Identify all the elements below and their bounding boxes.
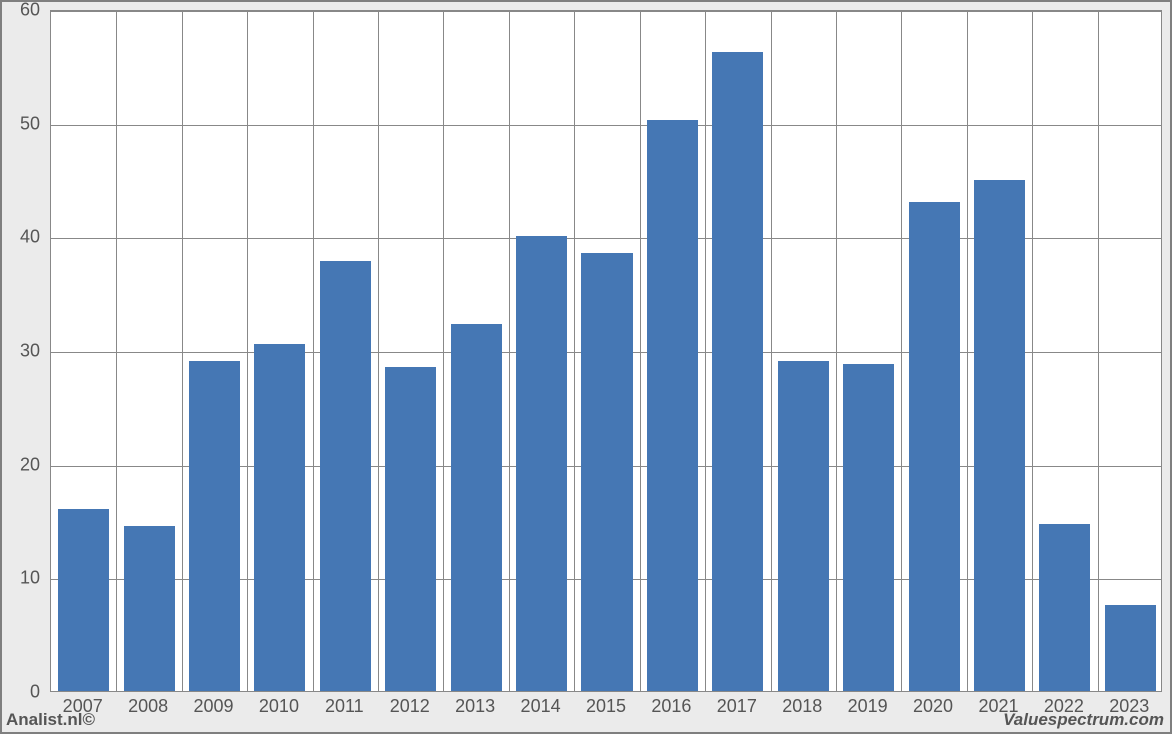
bar: [516, 236, 567, 691]
bar: [254, 344, 305, 691]
x-tick-label: 2017: [717, 696, 757, 717]
hgrid-line: [51, 125, 1161, 126]
bar: [1105, 605, 1156, 691]
y-tick-label: 20: [0, 454, 40, 475]
bar: [581, 253, 632, 691]
x-tick-label: 2013: [455, 696, 495, 717]
y-tick-label: 50: [0, 113, 40, 134]
plot-wrap: [50, 10, 1162, 692]
bar: [1039, 524, 1090, 691]
bar: [124, 526, 175, 691]
bar: [778, 361, 829, 691]
x-tick-label: 2020: [913, 696, 953, 717]
x-tick-label: 2015: [586, 696, 626, 717]
x-tick-label: 2010: [259, 696, 299, 717]
hgrid-line: [51, 11, 1161, 12]
bar: [843, 364, 894, 691]
y-tick-label: 60: [0, 0, 40, 21]
vgrid-line: [116, 11, 117, 691]
y-tick-label: 40: [0, 227, 40, 248]
vgrid-line: [313, 11, 314, 691]
plot-area: [50, 10, 1162, 692]
y-tick-label: 30: [0, 341, 40, 362]
bar: [909, 202, 960, 691]
vgrid-line: [836, 11, 837, 691]
bar: [189, 361, 240, 691]
x-tick-label: 2011: [325, 696, 364, 717]
y-tick-label: 0: [0, 682, 40, 703]
x-tick-label: 2014: [521, 696, 561, 717]
vgrid-line: [771, 11, 772, 691]
vgrid-line: [1032, 11, 1033, 691]
footer-left-credit: Analist.nl©: [6, 710, 95, 730]
vgrid-line: [705, 11, 706, 691]
vgrid-line: [901, 11, 902, 691]
bar: [451, 324, 502, 691]
vgrid-line: [182, 11, 183, 691]
footer-right-credit: Valuespectrum.com: [1003, 710, 1164, 730]
vgrid-line: [967, 11, 968, 691]
bar: [385, 367, 436, 691]
x-tick-label: 2012: [390, 696, 430, 717]
chart-frame: 0102030405060 20072008200920102011201220…: [0, 0, 1172, 734]
y-tick-label: 10: [0, 568, 40, 589]
x-tick-label: 2008: [128, 696, 168, 717]
x-tick-label: 2009: [193, 696, 233, 717]
bar: [647, 120, 698, 691]
vgrid-line: [443, 11, 444, 691]
vgrid-line: [640, 11, 641, 691]
vgrid-line: [574, 11, 575, 691]
bar: [974, 180, 1025, 692]
vgrid-line: [378, 11, 379, 691]
bar: [712, 52, 763, 691]
x-tick-label: 2016: [651, 696, 691, 717]
vgrid-line: [247, 11, 248, 691]
bar: [320, 261, 371, 691]
x-tick-label: 2018: [782, 696, 822, 717]
x-tick-label: 2019: [848, 696, 888, 717]
vgrid-line: [1098, 11, 1099, 691]
bar: [58, 509, 109, 691]
vgrid-line: [509, 11, 510, 691]
